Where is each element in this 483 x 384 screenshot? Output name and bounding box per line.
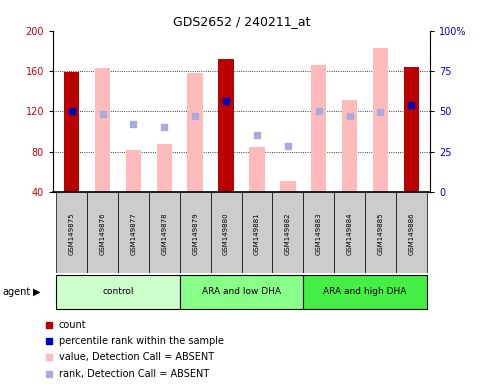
Text: agent: agent — [2, 287, 30, 297]
Bar — [365, 192, 396, 273]
Bar — [56, 275, 180, 309]
Bar — [272, 192, 303, 273]
Bar — [118, 192, 149, 273]
Text: GSM149883: GSM149883 — [316, 213, 322, 255]
Text: ARA and high DHA: ARA and high DHA — [323, 286, 407, 296]
Text: GSM149879: GSM149879 — [192, 213, 198, 255]
Text: rank, Detection Call = ABSENT: rank, Detection Call = ABSENT — [59, 369, 209, 379]
Text: GSM149881: GSM149881 — [254, 213, 260, 255]
Text: GSM149880: GSM149880 — [223, 213, 229, 255]
Bar — [342, 100, 357, 192]
Text: GSM149886: GSM149886 — [408, 213, 414, 255]
Text: GSM149877: GSM149877 — [130, 213, 136, 255]
Text: GDS2652 / 240211_at: GDS2652 / 240211_at — [173, 15, 310, 28]
Text: GSM149875: GSM149875 — [69, 213, 75, 255]
Text: GSM149882: GSM149882 — [285, 213, 291, 255]
Bar — [334, 192, 365, 273]
Text: ▶: ▶ — [33, 287, 41, 297]
Bar — [280, 181, 296, 192]
Bar — [64, 72, 79, 192]
Bar — [396, 192, 427, 273]
Text: ARA and low DHA: ARA and low DHA — [202, 286, 281, 296]
Bar — [211, 192, 242, 273]
Bar — [95, 68, 110, 192]
Bar — [149, 192, 180, 273]
Text: GSM149884: GSM149884 — [347, 213, 353, 255]
Bar — [249, 147, 265, 192]
Bar — [126, 150, 141, 192]
Text: GSM149885: GSM149885 — [377, 213, 384, 255]
Bar — [311, 65, 327, 192]
Bar — [303, 192, 334, 273]
Bar — [242, 192, 272, 273]
Bar — [56, 192, 87, 273]
Bar — [303, 275, 427, 309]
Text: value, Detection Call = ABSENT: value, Detection Call = ABSENT — [59, 352, 214, 362]
Bar — [87, 192, 118, 273]
Bar — [187, 73, 203, 192]
Bar — [218, 59, 234, 192]
Bar — [373, 48, 388, 192]
Text: count: count — [59, 319, 86, 330]
Text: GSM149876: GSM149876 — [99, 213, 106, 255]
Bar — [404, 67, 419, 192]
Bar — [180, 192, 211, 273]
Bar — [180, 275, 303, 309]
Text: control: control — [102, 286, 134, 296]
Text: percentile rank within the sample: percentile rank within the sample — [59, 336, 224, 346]
Text: GSM149878: GSM149878 — [161, 213, 167, 255]
Bar — [156, 144, 172, 192]
